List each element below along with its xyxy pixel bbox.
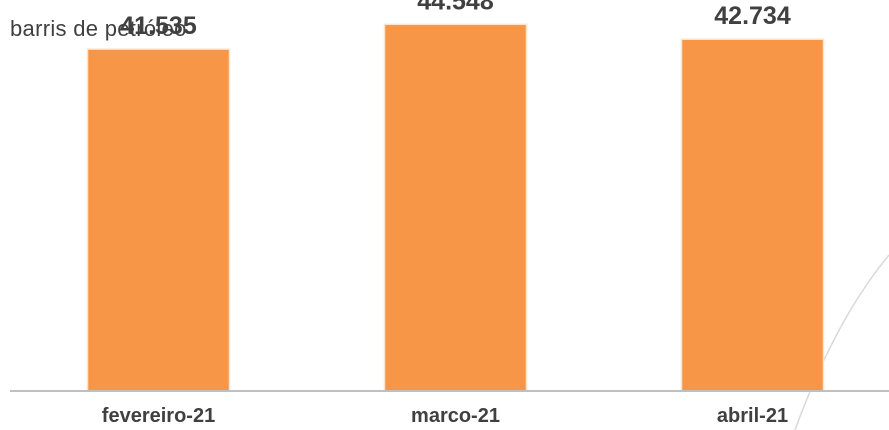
category-label-abril-21: abril-21 bbox=[717, 405, 788, 427]
value-label-marco-21: 44.548 bbox=[417, 0, 494, 15]
value-labels-group: 41.535 44.548 42.734 bbox=[120, 0, 791, 40]
bar-fevereiro-21 bbox=[86, 48, 231, 392]
bars-group bbox=[86, 23, 825, 392]
decorative-arc bbox=[794, 254, 889, 430]
bar-marco-21 bbox=[383, 23, 528, 392]
value-label-abril-21: 42.734 bbox=[714, 2, 791, 30]
value-label-fevereiro-21: 41.535 bbox=[120, 12, 197, 40]
bar-abril-21 bbox=[680, 38, 825, 392]
category-label-fevereiro-21: fevereiro-21 bbox=[102, 405, 215, 427]
category-labels-group: fevereiro-21 marco-21 abril-21 bbox=[102, 405, 788, 427]
unit-label: barris de petróleo bbox=[10, 16, 187, 41]
category-label-marco-21: marco-21 bbox=[411, 405, 500, 427]
